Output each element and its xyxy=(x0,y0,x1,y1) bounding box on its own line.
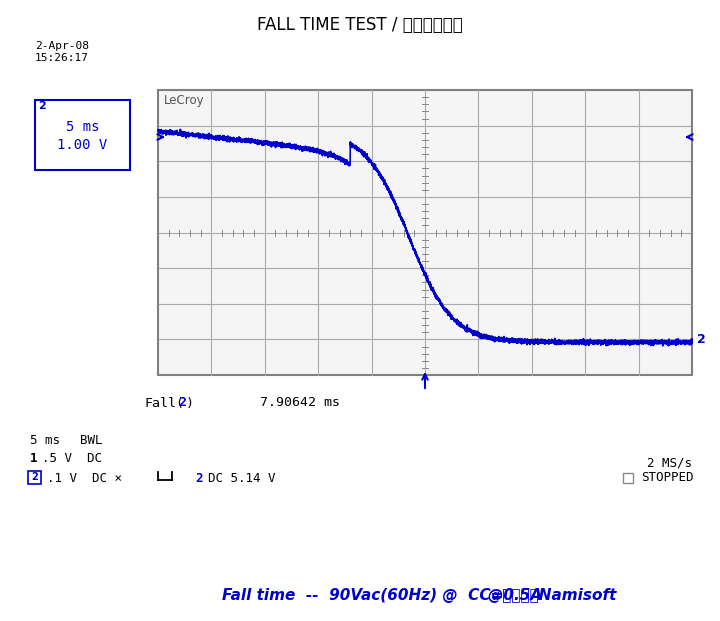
Text: 5 ms: 5 ms xyxy=(30,433,60,446)
Text: 2: 2 xyxy=(178,396,186,409)
Text: STOPPED: STOPPED xyxy=(641,471,693,484)
Text: 2 MS/s: 2 MS/s xyxy=(647,456,692,469)
Text: 1: 1 xyxy=(30,451,37,465)
Bar xyxy=(623,473,633,483)
Text: FALL TIME TEST / 下降时间测试: FALL TIME TEST / 下降时间测试 xyxy=(257,16,463,34)
Text: 2: 2 xyxy=(195,471,202,484)
Text: BWL: BWL xyxy=(80,433,102,446)
Text: .5 V  DC: .5 V DC xyxy=(42,451,102,465)
Text: 2: 2 xyxy=(38,101,46,111)
Text: 5 ms: 5 ms xyxy=(66,120,99,134)
Text: @纳米软件Namisoft: @纳米软件Namisoft xyxy=(487,588,616,603)
Text: Fall(: Fall( xyxy=(145,396,185,409)
Text: DC 5.14 V: DC 5.14 V xyxy=(208,471,276,484)
Text: 2: 2 xyxy=(31,473,38,483)
Text: Fall time  --  90Vac(60Hz) @  CC=0.5A: Fall time -- 90Vac(60Hz) @ CC=0.5A xyxy=(222,588,542,603)
Bar xyxy=(28,471,41,484)
Text: LeCroy: LeCroy xyxy=(164,94,204,107)
Text: ): ) xyxy=(186,396,194,409)
Text: 2-Apr-08
15:26:17: 2-Apr-08 15:26:17 xyxy=(35,41,89,63)
Bar xyxy=(158,90,692,375)
Text: 1.00 V: 1.00 V xyxy=(58,138,107,152)
Bar xyxy=(35,100,130,170)
Text: 2: 2 xyxy=(697,333,706,346)
Text: .1 V  DC ×: .1 V DC × xyxy=(47,471,122,484)
Text: 7.90642 ms: 7.90642 ms xyxy=(260,396,340,409)
